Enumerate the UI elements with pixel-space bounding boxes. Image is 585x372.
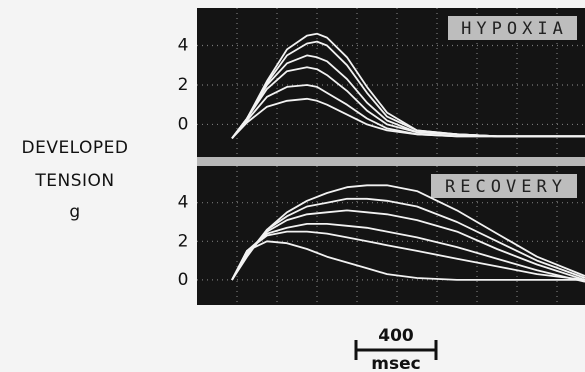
y-tick-label: 2 bbox=[178, 231, 189, 251]
y-tick-label: 4 bbox=[178, 36, 189, 56]
y-tick-label: 0 bbox=[178, 270, 189, 290]
annotation: HYPOXIA bbox=[461, 19, 568, 39]
y-label: DEVELOPED bbox=[21, 138, 128, 158]
figure: DEVELOPED TENSION g 400 msec 0 2 4 HYPOXIA 0… bbox=[0, 0, 585, 372]
y-tick-label: 4 bbox=[178, 193, 189, 213]
scale-bar-unit: msec bbox=[371, 354, 420, 372]
annotation: RECOVERY bbox=[445, 177, 567, 197]
y-label: TENSION bbox=[34, 171, 114, 191]
scale-bar-label: 400 bbox=[378, 326, 414, 346]
panel-separator bbox=[197, 157, 585, 166]
y-tick-label: 0 bbox=[178, 114, 189, 134]
y-tick-label: 2 bbox=[178, 75, 189, 95]
y-label: g bbox=[69, 202, 80, 222]
